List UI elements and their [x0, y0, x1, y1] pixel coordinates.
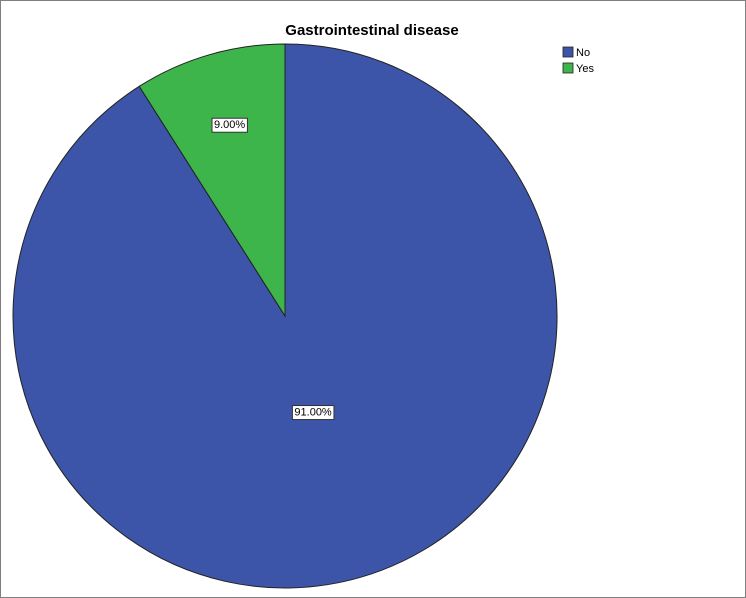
- legend-label: Yes: [576, 63, 594, 75]
- value-label-box: [291, 405, 335, 421]
- pie-slice: [138, 43, 286, 318]
- legend-swatch: [562, 46, 574, 58]
- value-label: 91.00%: [294, 407, 332, 419]
- value-label-box: [211, 117, 248, 133]
- chart-title: Gastrointestinal disease: [285, 22, 458, 39]
- legend-swatch: [562, 62, 574, 74]
- value-label: 9.00%: [214, 119, 245, 131]
- legend-label: No: [576, 47, 590, 59]
